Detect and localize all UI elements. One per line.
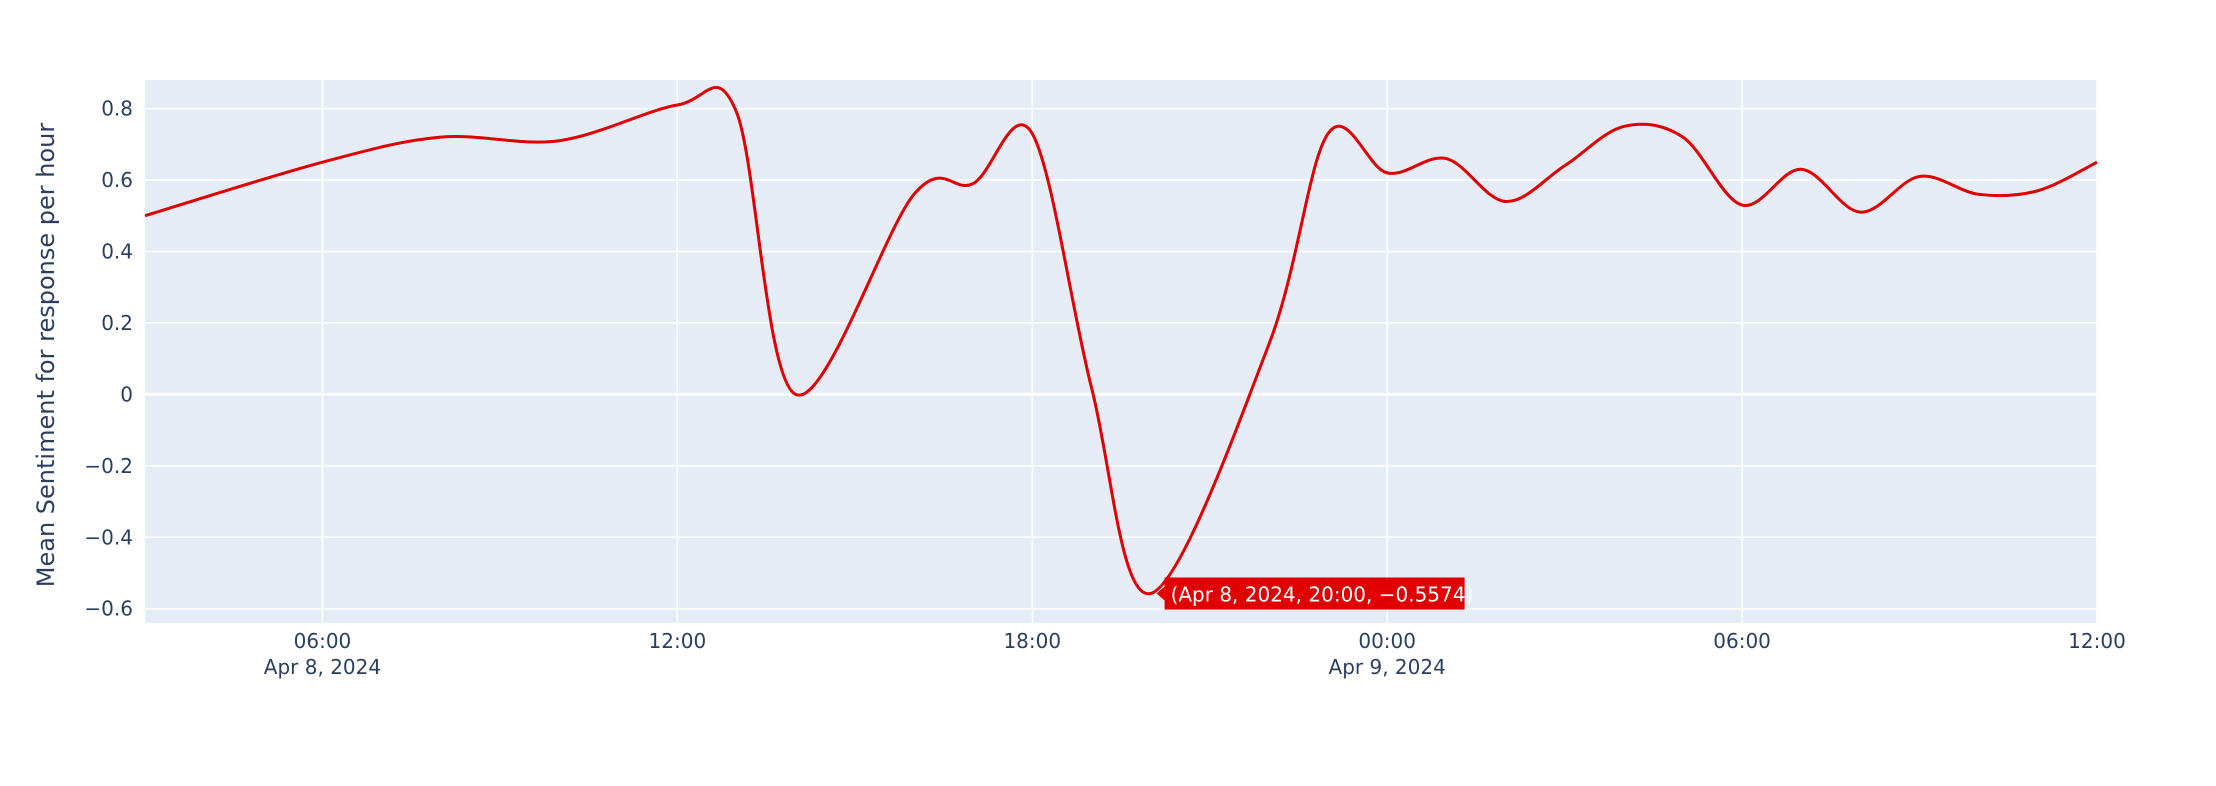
x-tick-label: 18:00 [1003,629,1061,653]
hover-tooltip: (Apr 8, 2024, 20:00, −0.5574) [1156,577,1474,610]
tooltip-box [1164,577,1465,610]
x-tick-label: 12:00 [649,629,707,653]
x-tick-label: 06:00 [294,629,352,653]
y-tick-label: −0.6 [84,597,133,621]
y-tick-label: 0.6 [101,168,133,192]
y-axis-ticks: 0.8 0.6 0.4 0.2 0 −0.2 −0.4 −0.6 [84,97,133,621]
tooltip-pointer [1156,586,1165,601]
y-axis-title: Mean Sentiment for response per hour [32,123,60,588]
series-line[interactable] [144,86,2098,596]
gridlines [145,80,2098,623]
tooltip-label: (Apr 8, 2024, 20:00, −0.5574) [1171,582,1474,606]
x-tick-label: 00:00 [1358,629,1416,653]
y-tick-label: 0.4 [101,239,133,263]
y-tick-label: 0.2 [101,311,133,335]
x-tick-date-label: Apr 8, 2024 [264,655,381,679]
y-tick-label: 0 [120,382,133,406]
x-tick-label: 12:00 [2068,629,2126,653]
y-tick-label: 0.8 [101,97,133,121]
series-layer [144,86,2098,596]
x-tick-label: 06:00 [1713,629,1771,653]
y-tick-label: −0.4 [84,525,133,549]
y-tick-label: −0.2 [84,454,133,478]
x-tick-date-label: Apr 9, 2024 [1329,655,1446,679]
